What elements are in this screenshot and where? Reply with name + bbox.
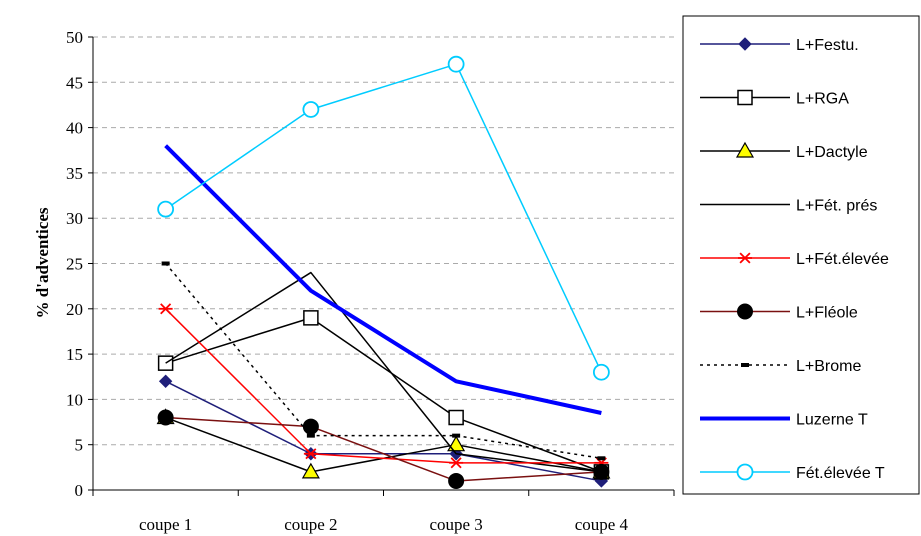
legend-item: L+Brome: [700, 358, 861, 375]
marker-circle-open: [302, 101, 320, 118]
series-4: [158, 303, 609, 469]
x-tick-labels: coupe 1 coupe 2 coupe 3 coupe 4: [139, 515, 629, 534]
marker-square: [737, 89, 753, 106]
series-0: [158, 374, 609, 488]
legend-label: Fét.élevée T: [796, 465, 885, 482]
marker-circle: [737, 303, 753, 320]
marker-circle-open: [736, 463, 754, 481]
x-tick-label: coupe 4: [575, 515, 629, 534]
y-tick-label: 15: [66, 345, 83, 364]
legend-item: L+Fét.élevée: [700, 251, 889, 268]
axes: [88, 36, 675, 496]
legend-item: L+RGA: [700, 89, 849, 108]
x-tick-label: coupe 2: [284, 515, 337, 534]
legend-item: Luzerne T: [700, 412, 868, 429]
legend-label: L+Fléole: [796, 305, 858, 322]
y-tick-label: 40: [66, 119, 83, 138]
y-axis-label: % d'adventices: [33, 207, 52, 318]
y-tick-label: 50: [66, 28, 83, 47]
series-line: [164, 144, 602, 415]
series-line: [165, 317, 602, 473]
marker-star-stroke: [160, 303, 172, 315]
marker-square: [303, 310, 319, 326]
y-tick-label: 30: [66, 209, 83, 228]
series-6: [161, 261, 606, 461]
marker-dash: [741, 363, 749, 367]
legend-label: Luzerne T: [796, 412, 868, 429]
marker-diamond: [738, 37, 752, 51]
legend-label: L+Fét. prés: [796, 198, 877, 215]
series-8: [157, 55, 610, 381]
y-tick-label: 35: [66, 164, 83, 183]
legend-item: Fét.élevée T: [700, 463, 885, 482]
y-tick-labels: 0 5 10 15 20 25 30 35 40 45 50: [66, 28, 83, 500]
marker-star-stroke: [450, 457, 462, 469]
legend-item: L+Festu.: [700, 37, 859, 54]
marker-circle-open: [447, 55, 465, 73]
series-7: [164, 144, 602, 415]
series-5: [157, 409, 610, 489]
marker-star: [158, 303, 173, 315]
marker-dash: [161, 261, 170, 266]
marker-dash: [306, 433, 315, 438]
marker-circle: [593, 463, 610, 480]
legend-item: L+Fléole: [700, 303, 858, 322]
marker-circle-open: [157, 200, 175, 218]
marker-diamond: [158, 374, 173, 388]
marker-circle: [448, 472, 465, 489]
marker-dash: [452, 433, 461, 438]
legend-label: L+RGA: [796, 91, 849, 108]
legend-item: L+Dactyle: [700, 141, 868, 161]
legend-label: L+Dactyle: [796, 144, 868, 161]
series-line: [165, 63, 603, 373]
legend-label: L+Fét.élevée: [796, 251, 889, 268]
legend: L+Festu. L+RGA L+Dactyle L+Fét. prés L+Fét.é…: [682, 15, 920, 495]
y-tick-label: 45: [66, 73, 83, 92]
marker-triangle: [301, 462, 320, 479]
legend-label: L+Festu.: [796, 37, 859, 54]
y-tick-label: 20: [66, 300, 83, 319]
y-tick-label: 25: [66, 255, 83, 274]
marker-star-stroke: [739, 252, 751, 264]
marker-dash: [597, 456, 606, 461]
marker-circle-open: [592, 363, 610, 381]
series-group: [156, 55, 611, 489]
x-tick-label: coupe 1: [139, 515, 192, 534]
series-line: [165, 416, 602, 482]
legend-box: [682, 15, 920, 495]
x-tick-label: coupe 3: [429, 515, 482, 534]
series-2: [156, 408, 611, 479]
marker-star-stroke: [305, 448, 317, 460]
marker-triangle: [447, 435, 466, 452]
series-line: [165, 263, 602, 460]
marker-star: [449, 457, 464, 469]
marker-circle: [302, 418, 319, 435]
legend-label: L+Brome: [796, 358, 861, 375]
y-tick-label: 0: [75, 481, 84, 500]
series-line: [165, 380, 602, 482]
marker-circle: [157, 409, 174, 426]
y-tick-label: 10: [66, 390, 83, 409]
marker-triangle: [735, 141, 755, 158]
legend-item: L+Fét. prés: [700, 198, 877, 215]
series-line: [165, 308, 602, 464]
marker-star: [738, 252, 752, 264]
marker-square: [448, 409, 464, 426]
y-tick-label: 5: [75, 436, 84, 455]
grid-lines: [93, 36, 674, 446]
marker-star: [303, 448, 318, 460]
